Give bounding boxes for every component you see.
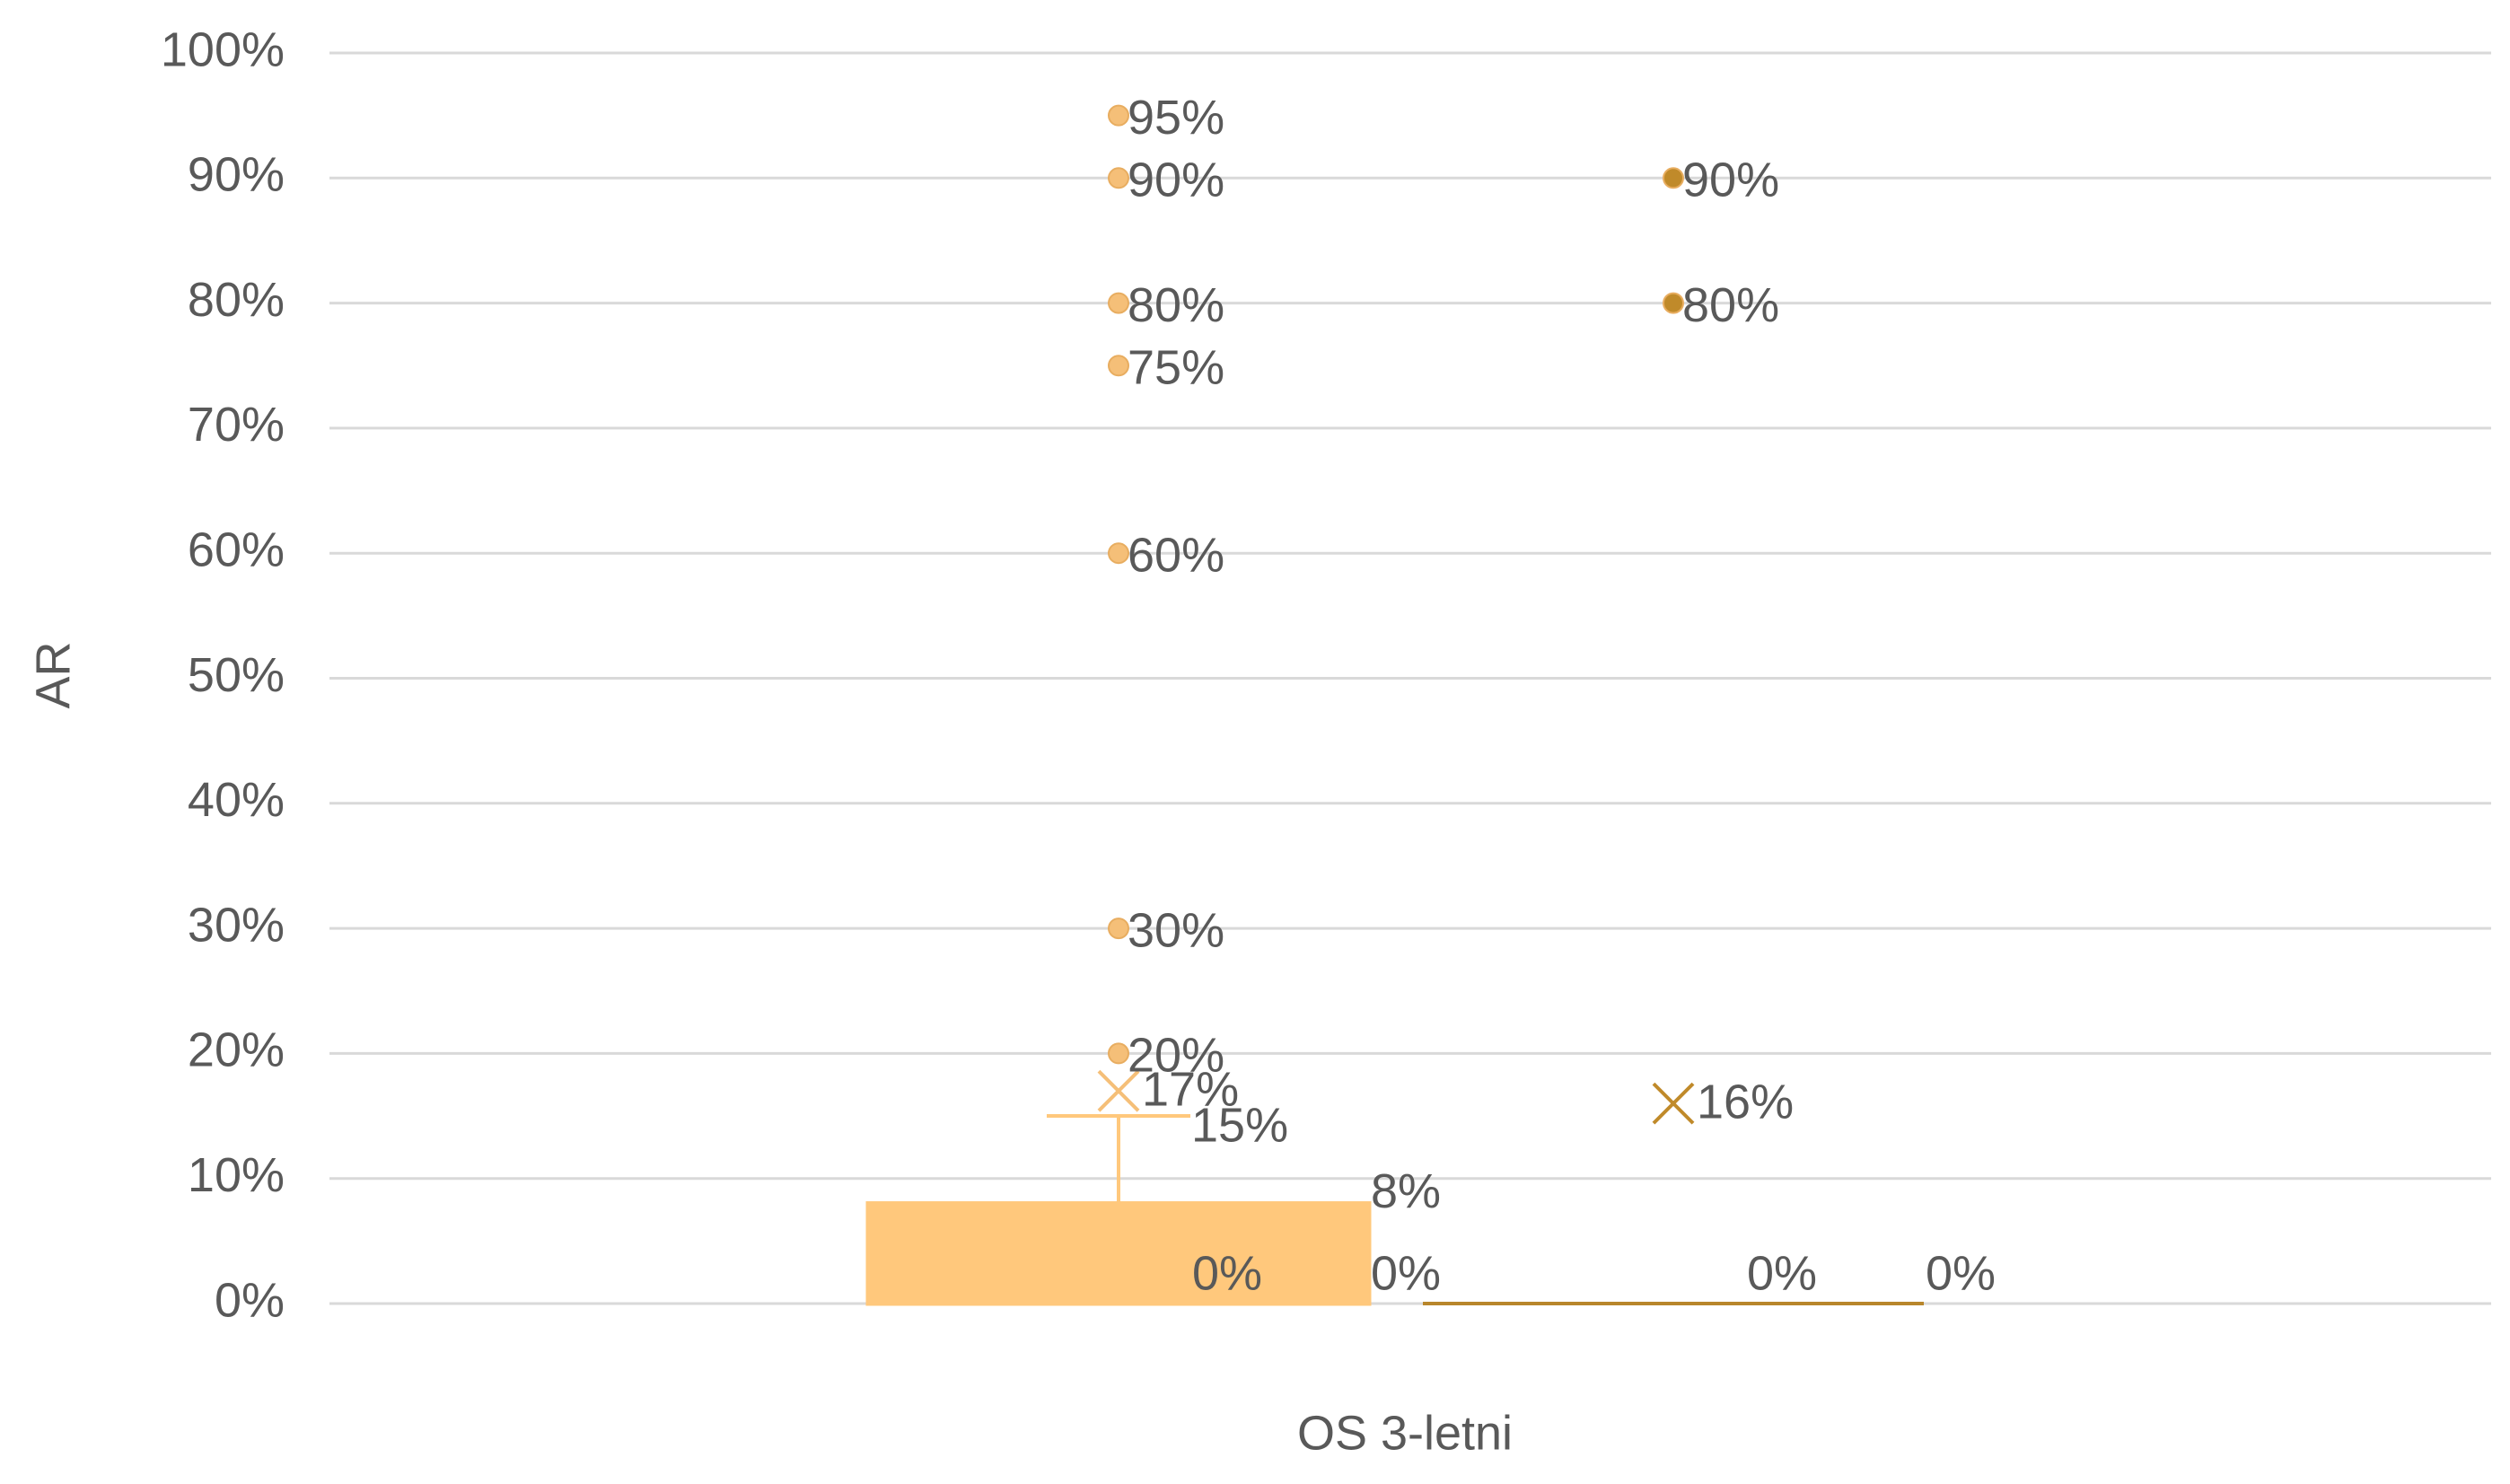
outlier bbox=[1663, 167, 1684, 189]
data-label: 80% bbox=[1128, 278, 1224, 332]
outlier bbox=[1108, 918, 1129, 940]
mean-marker bbox=[1652, 1082, 1695, 1125]
y-tick-label: 0% bbox=[215, 1273, 285, 1327]
data-label: 0% bbox=[1747, 1246, 1817, 1300]
y-tick-label: 10% bbox=[188, 1148, 285, 1202]
data-label: 0% bbox=[1192, 1246, 1262, 1300]
data-label: 90% bbox=[1682, 154, 1779, 207]
x-category-label: OS 3-letni bbox=[1297, 1406, 1513, 1460]
data-label: 0% bbox=[1926, 1246, 1996, 1300]
data-label: 20% bbox=[1128, 1029, 1224, 1083]
y-axis-title: AR bbox=[26, 641, 80, 708]
y-tick-label: 20% bbox=[188, 1023, 285, 1077]
y-tick-label: 60% bbox=[188, 522, 285, 576]
data-label: 17% bbox=[1142, 1062, 1239, 1116]
mean-marker bbox=[1097, 1069, 1140, 1112]
outlier bbox=[1108, 292, 1129, 314]
outlier bbox=[1108, 1042, 1129, 1065]
box bbox=[865, 1201, 1372, 1306]
data-label: 8% bbox=[1371, 1164, 1441, 1218]
y-tick-label: 50% bbox=[188, 648, 285, 702]
y-tick-label: 100% bbox=[161, 22, 285, 76]
outlier bbox=[1108, 167, 1129, 189]
data-label: 16% bbox=[1697, 1075, 1794, 1128]
data-label: 75% bbox=[1128, 341, 1224, 395]
outlier bbox=[1108, 355, 1129, 377]
y-tick-label: 40% bbox=[188, 773, 285, 827]
data-label: 30% bbox=[1128, 903, 1224, 957]
data-label: 95% bbox=[1128, 91, 1224, 145]
y-tick-label: 90% bbox=[188, 148, 285, 202]
y-tick-label: 70% bbox=[188, 398, 285, 452]
outlier bbox=[1108, 104, 1129, 127]
y-tick-label: 30% bbox=[188, 898, 285, 952]
data-label: 90% bbox=[1128, 154, 1224, 207]
data-label: 15% bbox=[1191, 1098, 1288, 1152]
data-label: 80% bbox=[1682, 278, 1779, 332]
data-label: 60% bbox=[1128, 528, 1224, 582]
outlier bbox=[1663, 292, 1684, 314]
y-tick-label: 80% bbox=[188, 273, 285, 327]
outlier bbox=[1108, 542, 1129, 565]
data-label: 0% bbox=[1371, 1246, 1441, 1300]
